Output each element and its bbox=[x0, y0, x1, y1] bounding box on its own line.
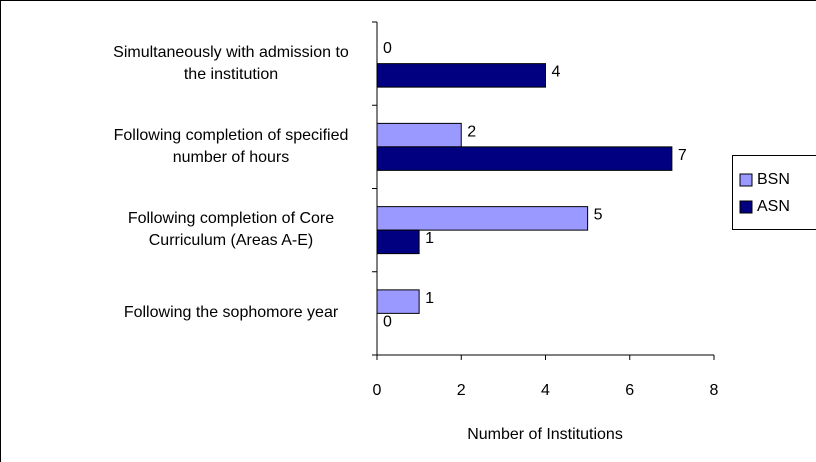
y-tick-label: Following completion of Core Curriculum … bbox=[127, 210, 335, 250]
value-label: 0 bbox=[383, 313, 392, 330]
legend-label: BSN bbox=[757, 171, 790, 188]
value-label: 1 bbox=[425, 290, 434, 307]
bar bbox=[376, 229, 420, 255]
value-label: 4 bbox=[552, 64, 561, 81]
bar bbox=[376, 289, 420, 314]
x-axis-title: Number of Institutions bbox=[467, 426, 623, 443]
x-tick-label: 0 bbox=[373, 382, 382, 399]
legend-swatch bbox=[739, 200, 753, 214]
bar bbox=[376, 63, 546, 88]
legend-swatch bbox=[739, 173, 753, 187]
bar bbox=[376, 146, 673, 171]
value-label: 5 bbox=[594, 207, 603, 224]
legend-label: ASN bbox=[757, 198, 790, 215]
x-tick-label: 2 bbox=[457, 382, 466, 399]
y-tick-label: Following the sophomore year bbox=[123, 304, 339, 322]
x-tick-label: 8 bbox=[710, 382, 719, 399]
x-tick-label: 6 bbox=[625, 382, 634, 399]
bar bbox=[376, 122, 462, 148]
value-label: 7 bbox=[678, 147, 687, 164]
legend-box bbox=[732, 155, 816, 230]
y-tick-label: Following completion of specified number… bbox=[113, 126, 349, 166]
value-label: 1 bbox=[425, 230, 434, 247]
x-tick-label: 4 bbox=[541, 382, 550, 399]
y-tick-label: Simultaneously with admission to the ins… bbox=[113, 43, 349, 83]
bar bbox=[376, 206, 589, 231]
value-label: 0 bbox=[383, 40, 392, 57]
value-label: 2 bbox=[467, 123, 476, 140]
